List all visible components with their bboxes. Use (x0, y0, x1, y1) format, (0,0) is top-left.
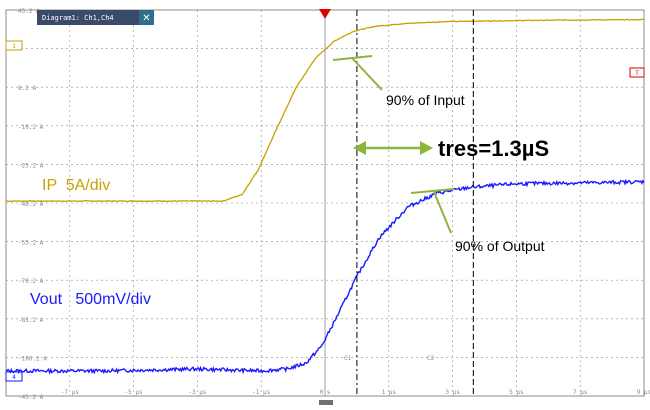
x-tick-label: 9 µs (637, 389, 650, 396)
x-tick-label: -3 µs (188, 389, 206, 396)
output-channel-label: Vout 500mV/div (30, 291, 151, 308)
output-90-label: 90% of Output (455, 238, 545, 254)
svg-text:1: 1 (12, 43, 16, 50)
cursor-c2-label: C2 (427, 355, 435, 362)
response-time-label: tres=1.3µS (438, 136, 549, 161)
y-tick-label: 45.2 A (18, 8, 40, 15)
horizontal-scroll-handle[interactable] (319, 400, 333, 405)
diagram-tab-background[interactable] (37, 10, 140, 25)
input-channel-label: IP 5A/div (42, 177, 110, 194)
y-tick-label: -70.2 A (18, 278, 44, 285)
x-tick-label: -5 µs (125, 389, 143, 396)
input-90-label: 90% of Input (386, 92, 465, 108)
channel-1-marker-icon[interactable]: 1 (5, 40, 23, 51)
x-tick-label: -1 µs (252, 389, 270, 396)
cursor-c1-label: C1 (344, 355, 352, 362)
input-90-pointer-line (351, 57, 383, 91)
close-glyph: ✕ (142, 13, 150, 24)
input-90-annotation (332, 55, 383, 91)
x-tick-label: 1 µs (382, 389, 397, 396)
svg-text:4: 4 (12, 374, 16, 381)
y-tick-label: -25.2 A (18, 162, 44, 169)
x-tick-label: 7 µs (573, 389, 588, 396)
y-tick-label: -100.2 A (18, 355, 47, 362)
y-tick-label: 8.2 A (18, 85, 36, 92)
output-90-annotation (410, 188, 455, 234)
graticule-grid (5, 9, 645, 397)
svg-text:T: T (635, 70, 639, 77)
y-tick-label: -55.2 A (18, 240, 44, 247)
diagram-tab[interactable]: Diagram1: Ch1,Ch4 ✕ (37, 10, 154, 25)
output-90-marker-line (410, 188, 455, 194)
x-tick-label: 3 µs (445, 389, 460, 396)
output-voltage-trace (5, 178, 645, 375)
y-tick-label: -40.2 A (18, 201, 44, 208)
x-tick-label: 5 µs (509, 389, 524, 396)
diagram-tab-title: Diagram1: Ch1,Ch4 (42, 14, 114, 22)
x-tick-labels: -7 µs -5 µs -3 µs -1 µs 0 s 1 µs 3 µs 5 µs 7 µs 9… (61, 389, 650, 396)
x-tick-label: -7 µs (61, 389, 79, 396)
y-tick-label: -85.2 A (18, 317, 44, 324)
output-90-pointer-line (433, 191, 452, 234)
close-icon[interactable]: ✕ (139, 10, 154, 25)
channel-4-marker-icon[interactable]: 4 (5, 371, 23, 382)
y-tick-label: -45.2 A (18, 394, 44, 401)
input-current-trace (5, 18, 645, 203)
y-tick-labels: 45.2 A 8.2 A -10.2 A -25.2 A -40.2 A -55.2 A -… (18, 8, 47, 401)
response-time-arrow (353, 141, 433, 155)
trigger-level-marker-icon[interactable]: T (629, 67, 645, 78)
y-tick-label: -10.2 A (18, 124, 44, 131)
x-tick-label: 0 s (320, 389, 331, 396)
trigger-marker-icon[interactable] (319, 9, 331, 19)
